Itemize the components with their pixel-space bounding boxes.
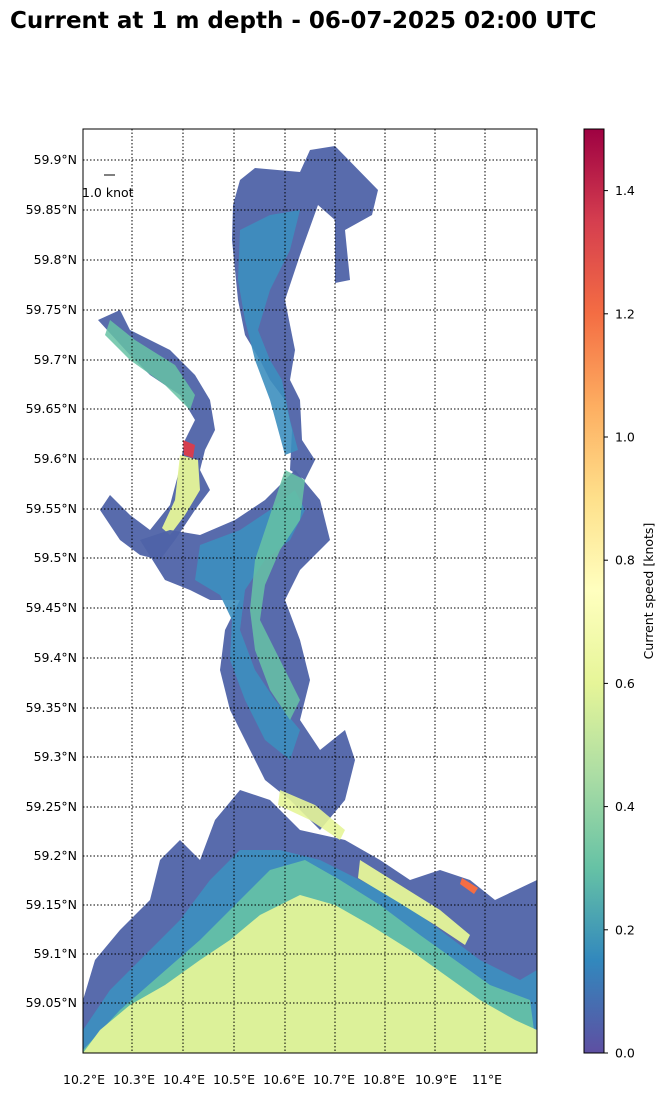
- colorbar: 0.0 0.2 0.4 0.6 0.8 1.0 1.2 1.4 Current speed […: [583, 128, 656, 1061]
- lon-tick-label: 10.8°E: [363, 1072, 405, 1087]
- map-frame: [82, 128, 538, 1054]
- lon-tick-label: 11°E: [472, 1072, 502, 1087]
- lat-tick-label: 59.45°N: [26, 600, 77, 615]
- lat-tick-label: 59.7°N: [34, 352, 77, 367]
- lon-tick-label: 10.5°E: [213, 1072, 255, 1087]
- water-area-jet-hotspot: [183, 440, 195, 458]
- lon-tick-label: 10.6°E: [263, 1072, 305, 1087]
- lat-tick-label: 59.6°N: [34, 451, 77, 466]
- lon-tick-labels: 10.2°E 10.3°E 10.4°E 10.5°E 10.6°E 10.7°…: [63, 1072, 502, 1087]
- lat-tick-label: 59.1°N: [34, 946, 77, 961]
- quiver-key: 1.0 knot: [82, 174, 134, 200]
- colorbar-tick-label: 0.6: [615, 676, 635, 691]
- lon-tick-label: 10.7°E: [313, 1072, 355, 1087]
- lat-tick-labels: 59.9°N 59.85°N 59.8°N 59.75°N 59.7°N 59.…: [26, 152, 77, 1010]
- water-area-west-arm-med: [105, 320, 195, 410]
- lat-tick-label: 59.85°N: [26, 202, 77, 217]
- lat-tick-label: 59.15°N: [26, 897, 77, 912]
- water-area-channel-fast: [278, 790, 345, 840]
- lat-tick-label: 59.55°N: [26, 501, 77, 516]
- lat-tick-label: 59.2°N: [34, 848, 77, 863]
- colorbar-ticks: 0.0 0.2 0.4 0.6 0.8 1.0 1.2 1.4: [604, 183, 635, 1061]
- lon-tick-label: 10.4°E: [163, 1072, 205, 1087]
- graticule: [83, 129, 537, 1053]
- water-area-west-arm-fast: [162, 455, 200, 535]
- water-area-east-hotspot: [460, 878, 478, 894]
- lat-tick-label: 59.5°N: [34, 550, 77, 565]
- lon-tick-label: 10.9°E: [415, 1072, 457, 1087]
- water-area-central-green: [250, 470, 305, 720]
- lon-tick-label: 10.3°E: [113, 1072, 155, 1087]
- lat-tick-label: 59.8°N: [34, 252, 77, 267]
- colorbar-tick-label: 0.2: [615, 922, 635, 937]
- water-area-east-channel-fast: [358, 860, 470, 945]
- current-field: [83, 146, 537, 1053]
- map-axes: 1.0 knot 10.2°E 10.3°E 10.4°E 10.5°E 10.…: [26, 128, 538, 1087]
- water-area-central-mid: [195, 490, 305, 760]
- colorbar-tick-label: 1.2: [615, 306, 635, 321]
- lat-tick-label: 59.65°N: [26, 401, 77, 416]
- map-title: Current at 1 m depth - 06-07-2025 02:00 …: [10, 8, 597, 34]
- lat-tick-label: 59.05°N: [26, 995, 77, 1010]
- colorbar-tick-label: 0.4: [615, 799, 635, 814]
- lon-tick-label: 10.2°E: [63, 1072, 105, 1087]
- lat-tick-label: 59.4°N: [34, 650, 77, 665]
- colorbar-strip: [583, 128, 605, 1054]
- quiver-key-label: 1.0 knot: [82, 185, 134, 200]
- lat-tick-label: 59.25°N: [26, 799, 77, 814]
- lat-tick-label: 59.9°N: [34, 152, 77, 167]
- colorbar-tick-label: 0.0: [615, 1046, 635, 1061]
- water-area-upper-mid: [238, 210, 300, 455]
- lat-tick-label: 59.35°N: [26, 700, 77, 715]
- colorbar-label: Current speed [knots]: [641, 523, 656, 660]
- colorbar-tick-label: 1.4: [615, 183, 635, 198]
- water-area-lower-fast: [83, 895, 537, 1053]
- colorbar-tick-label: 0.8: [615, 553, 635, 568]
- lat-tick-label: 59.3°N: [34, 749, 77, 764]
- colorbar-tick-label: 1.0: [615, 430, 635, 445]
- lat-tick-label: 59.75°N: [26, 302, 77, 317]
